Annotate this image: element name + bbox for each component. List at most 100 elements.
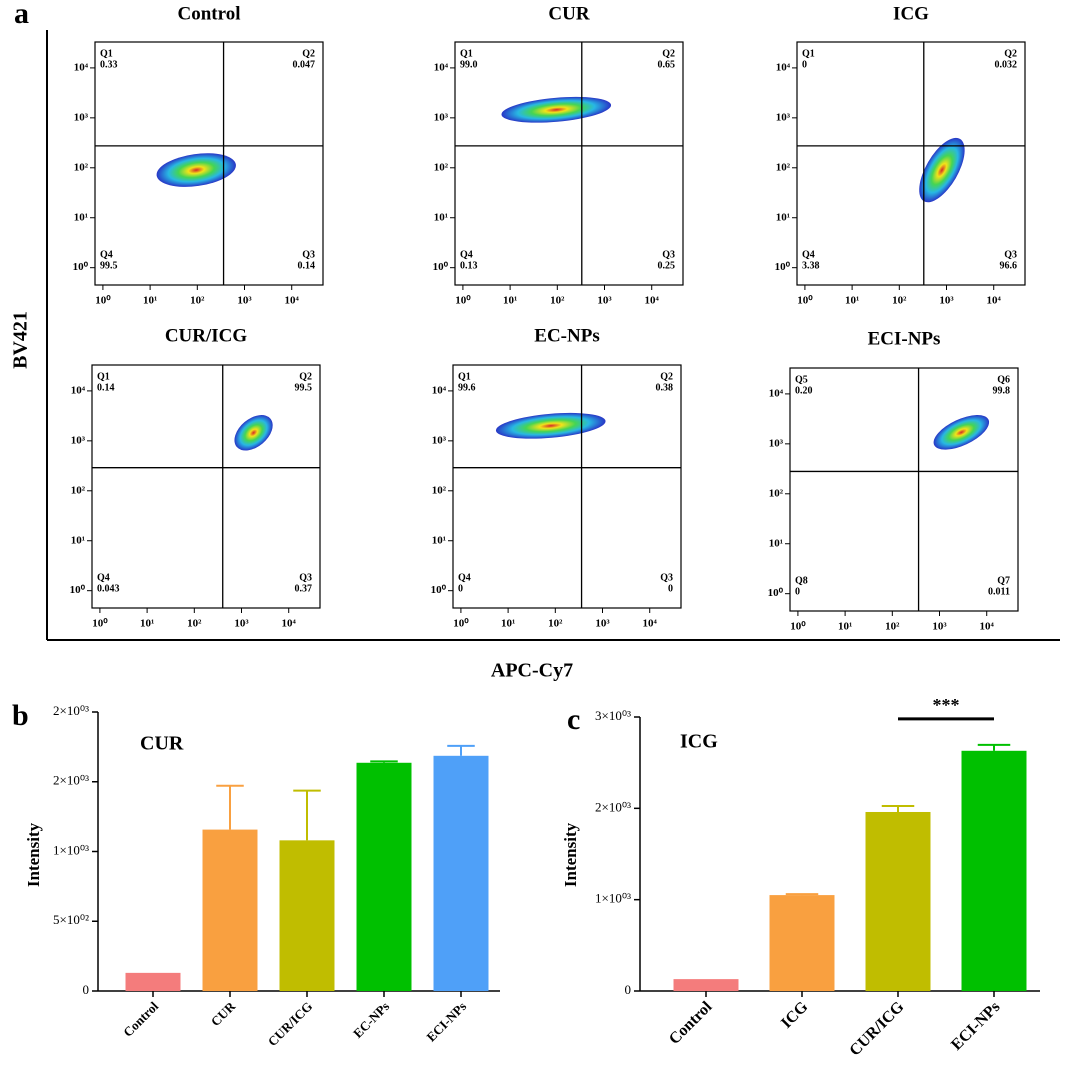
x-tick-label: 10³ [237,295,252,307]
quadrant-name: Q1 [100,48,113,59]
quadrant-name: Q2 [302,48,315,59]
bar [279,840,335,991]
quadrant-value: 0.33 [100,59,118,70]
quadrant-value: 96.6 [1000,260,1018,271]
quadrant-name: Q5 [795,374,808,385]
bar [961,750,1027,991]
y-tick-label: 10⁴ [432,384,447,396]
plot-frame [454,41,684,286]
x-tick-label: 10² [885,621,900,633]
quadrant-value: 3.38 [802,260,820,271]
panel-label: b [12,699,29,732]
chart-title: ICG [893,3,929,24]
y-tick-label: 2×10⁰³ [53,703,89,718]
bar [673,979,739,991]
y-tick-label: 10² [432,484,447,496]
y-axis-label: Intensity [24,822,43,887]
chart-title: CUR [548,3,589,24]
x-tick-label: 10¹ [845,295,859,307]
x-tick-label: 10³ [932,621,947,633]
quadrant-value: 0.20 [795,385,813,396]
density-cluster [933,415,990,450]
y-tick-label: 10⁴ [776,61,791,73]
quadrant-value: 99.5 [295,382,313,393]
x-tick-label: 10³ [597,295,612,307]
x-tick-label: 10⁴ [980,621,995,633]
quadrant-value: 0 [668,583,673,594]
quadrant-value: 0.043 [97,583,120,594]
density-cluster [919,137,965,203]
chart-title: Control [178,3,241,24]
quadrant-value: 0.047 [293,59,316,70]
quadrant-name: Q2 [660,371,673,382]
panel-label: c [567,703,580,736]
quadrant-value: 0.65 [658,59,676,70]
y-tick-label: 10¹ [71,534,85,546]
y-tick-label: 10³ [434,111,449,123]
x-tick-label: 10¹ [501,618,515,630]
quadrant-value: 0 [802,59,807,70]
x-tick-label: 10² [190,295,205,307]
x-tick-label: 10² [187,618,202,630]
y-tick-label: 0 [625,982,632,997]
quadrant-name: Q6 [997,374,1010,385]
y-tick-label: 10⁰ [431,584,447,596]
y-tick-label: 10² [769,487,784,499]
quadrant-value: 0 [795,586,800,597]
y-tick-label: 10⁴ [769,387,784,399]
chart-title: EC-NPs [534,325,599,346]
y-tick-label: 10³ [776,111,791,123]
y-tick-label: 10⁰ [768,587,784,599]
x-tick-label: 10³ [939,295,954,307]
bar [769,895,835,991]
quadrant-name: Q4 [802,249,815,260]
density-cluster [234,415,273,451]
quadrant-value: 0.38 [656,382,674,393]
y-tick-label: 10¹ [74,211,88,223]
bar [356,762,412,991]
chart-title: CUR/ICG [165,325,248,346]
quadrant-value: 0.37 [295,583,313,594]
density-cluster [495,412,606,439]
x-tick-label: 10⁴ [643,618,658,630]
y-tick-label: 10³ [74,111,89,123]
quadrant-name: Q3 [1004,249,1017,260]
quadrant-name: Q4 [458,572,471,583]
y-tick-label: 1×10⁰³ [53,842,89,857]
plot-frame [94,41,324,286]
quadrant-value: 99.5 [100,260,118,271]
quadrant-name: Q4 [100,249,113,260]
quadrant-value: 0 [458,583,463,594]
quadrant-name: Q7 [997,575,1010,586]
chart-title: ICG [680,731,718,753]
quadrant-value: 0.032 [995,59,1018,70]
y-tick-label: 1×10⁰³ [595,891,631,906]
quadrant-name: Q4 [460,249,473,260]
y-tick-label: 10⁴ [434,61,449,73]
quadrant-name: Q4 [97,572,110,583]
y-tick-label: 10² [74,161,89,173]
quadrant-name: Q1 [97,371,110,382]
quadrant-name: Q8 [795,575,808,586]
x-tick-label: 10⁴ [282,618,297,630]
y-tick-label: 10² [776,161,791,173]
y-tick-label: 10¹ [434,211,448,223]
quadrant-name: Q2 [1004,48,1017,59]
x-tick-label: 10¹ [503,295,517,307]
y-tick-label: 10¹ [769,537,783,549]
y-tick-label: 10⁰ [433,261,449,273]
y-tick-label: 10³ [769,437,784,449]
y-tick-label: 10⁴ [71,384,86,396]
y-tick-label: 10⁰ [70,584,86,596]
quadrant-name: Q3 [660,572,673,583]
y-tick-label: 0 [83,982,90,997]
x-tick-label: 10² [892,295,907,307]
y-tick-label: 3×10⁰³ [595,708,631,723]
quadrant-value: 0.25 [658,260,676,271]
x-axis-label: APC-Cy7 [491,660,573,682]
y-tick-label: 5×10⁰² [53,912,89,927]
quadrant-value: 0.14 [97,382,115,393]
x-tick-label: 10⁴ [645,295,660,307]
quadrant-name: Q2 [299,371,312,382]
